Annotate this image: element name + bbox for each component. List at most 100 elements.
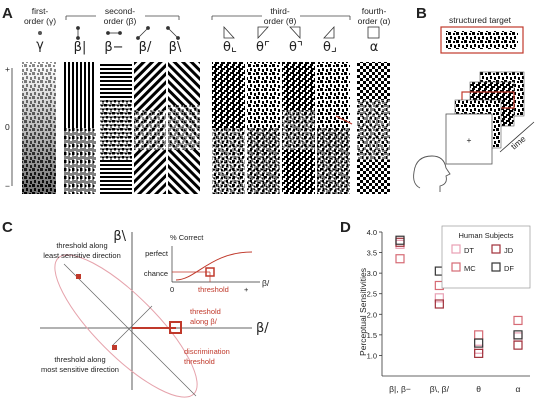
fixation-cross: +	[467, 135, 472, 145]
most-sensitive-label-1: threshold along	[54, 355, 105, 364]
theta-symbol-2: θ⌜	[256, 40, 270, 55]
scale-minus: −	[5, 181, 10, 191]
theta-3-texture-strip	[282, 62, 315, 194]
psychometric-inset: % Correct perfect chance 0 threshold + β…	[144, 233, 270, 294]
time-label: time	[509, 133, 528, 151]
time-arrow	[499, 121, 535, 153]
beta-symbol-slash: β/	[139, 40, 152, 55]
beta-slash-texture-strip	[134, 62, 166, 194]
beta-symbol-backslash: β\	[169, 40, 182, 55]
gamma-glyph	[38, 31, 42, 35]
beta-symbol-horizontal: β−	[104, 40, 123, 55]
subjects-legend: Human Subjects DT JD MC DF	[441, 225, 531, 289]
theta-symbol-1: θ⌞	[223, 40, 237, 55]
third-order-title-1: third-	[270, 6, 290, 16]
theta-1-texture-strip	[212, 62, 245, 194]
fourth-order-title-1: fourth-	[362, 6, 387, 16]
fourth-order-title-2: order (α)	[358, 16, 391, 26]
d-ytick-label: 2.0	[367, 310, 377, 319]
psychometric-curve	[175, 251, 253, 281]
theta-symbol-3: θ⌝	[289, 40, 303, 55]
d-ylabel: Perceptual Sensitivities	[358, 268, 368, 356]
gamma-symbol: γ	[36, 38, 44, 53]
alpha-glyph	[367, 26, 380, 39]
threshold-along-beta-marker	[169, 321, 182, 334]
theta-4-texture-strip	[317, 62, 350, 194]
inset-xplus: +	[244, 285, 249, 294]
d-ytick-label: 1.0	[367, 351, 377, 360]
gamma-texture-strip	[22, 62, 56, 194]
most-sensitive-label-2: most sensitive direction	[41, 365, 119, 374]
legend-label-mc: MC	[464, 264, 476, 273]
scale-zero: 0	[5, 122, 10, 132]
discrimination-threshold-label-2: threshold	[184, 357, 215, 366]
d-ytick-label: 1.5	[367, 331, 377, 340]
discrimination-ellipse	[54, 254, 198, 398]
data-point-mc	[513, 315, 523, 326]
beta-horizontal-texture-strip	[100, 62, 132, 194]
stimulus-stack: +	[445, 71, 525, 165]
c-axis-y-label: β\	[113, 229, 126, 244]
discrimination-threshold-label-1: discrimination	[184, 347, 230, 356]
most-sensitive-marker	[112, 345, 117, 350]
red-pointer-arrow	[335, 115, 353, 125]
legend-swatch-jd	[491, 244, 501, 254]
data-point-jd	[513, 340, 523, 350]
structured-target-texture	[446, 31, 518, 49]
observer-head-icon	[413, 155, 451, 192]
threshold-along-beta-label-1: threshold	[190, 307, 221, 316]
beta-symbol-vertical: β|	[74, 40, 87, 55]
data-point-dt	[434, 293, 444, 303]
legend-label-df: DF	[504, 264, 514, 273]
data-point-mc	[395, 254, 405, 264]
inset-title: % Correct	[170, 233, 204, 242]
least-sensitive-direction-line	[63, 263, 197, 397]
data-point-jd	[434, 299, 444, 309]
data-point-df	[395, 235, 405, 245]
most-sensitive-direction-line	[111, 305, 153, 347]
data-point-df	[513, 330, 523, 340]
legend-swatch-mc	[451, 262, 461, 272]
d-ytick-label: 3.0	[367, 269, 377, 278]
data-point-mc	[474, 330, 484, 340]
least-sensitive-label-1: threshold along	[56, 241, 107, 250]
beta-vertical-texture-strip	[64, 62, 96, 194]
legend-swatch-df	[491, 262, 501, 272]
beta-backslash-texture-strip	[168, 62, 200, 194]
panel-d-label: D	[340, 219, 351, 236]
alpha-symbol: α	[370, 40, 379, 55]
theta-symbol-4: θ⌟	[323, 40, 337, 55]
panel-a-label: A	[2, 5, 13, 22]
least-sensitive-marker	[76, 274, 81, 279]
d-ytick-label: 2.5	[367, 290, 377, 299]
d-xtick-label: β|, β−	[389, 384, 411, 394]
inset-chance-label: chance	[144, 269, 168, 278]
d-xtick-label: θ	[476, 384, 481, 394]
theta-glyphs	[223, 25, 335, 40]
legend-title: Human Subjects	[458, 231, 513, 240]
theta-2-texture-strip	[247, 62, 280, 194]
inset-xaxis-label: β/	[262, 278, 270, 288]
threshold-along-beta-label-2: along β/	[190, 317, 218, 326]
alpha-texture-strip	[357, 62, 390, 194]
structured-target-title: structured target	[449, 15, 512, 25]
scale-plus: +	[5, 64, 10, 74]
d-ytick-label: 3.5	[367, 249, 377, 258]
panel-c-label: C	[2, 219, 13, 236]
panel-b-label: B	[416, 5, 427, 22]
second-order-title-2: order (β)	[104, 16, 137, 26]
legend-label-jd: JD	[504, 246, 514, 255]
data-point-jd	[474, 348, 484, 358]
c-axis-x-label: β/	[256, 321, 269, 336]
d-ytick-label: 4.0	[367, 228, 377, 237]
data-point-jd	[395, 237, 405, 247]
second-order-bracket	[65, 15, 180, 20]
third-order-bracket	[211, 15, 351, 20]
first-order-title-1: first-	[32, 6, 49, 16]
legend-swatch-dt	[451, 244, 461, 254]
least-sensitive-label-2: least sensitive direction	[43, 251, 121, 260]
d-xtick-label: β\, β/	[430, 384, 450, 394]
data-point-dt	[513, 332, 523, 342]
first-order-title-2: order (γ)	[24, 16, 56, 26]
legend-label-dt: DT	[464, 246, 474, 255]
